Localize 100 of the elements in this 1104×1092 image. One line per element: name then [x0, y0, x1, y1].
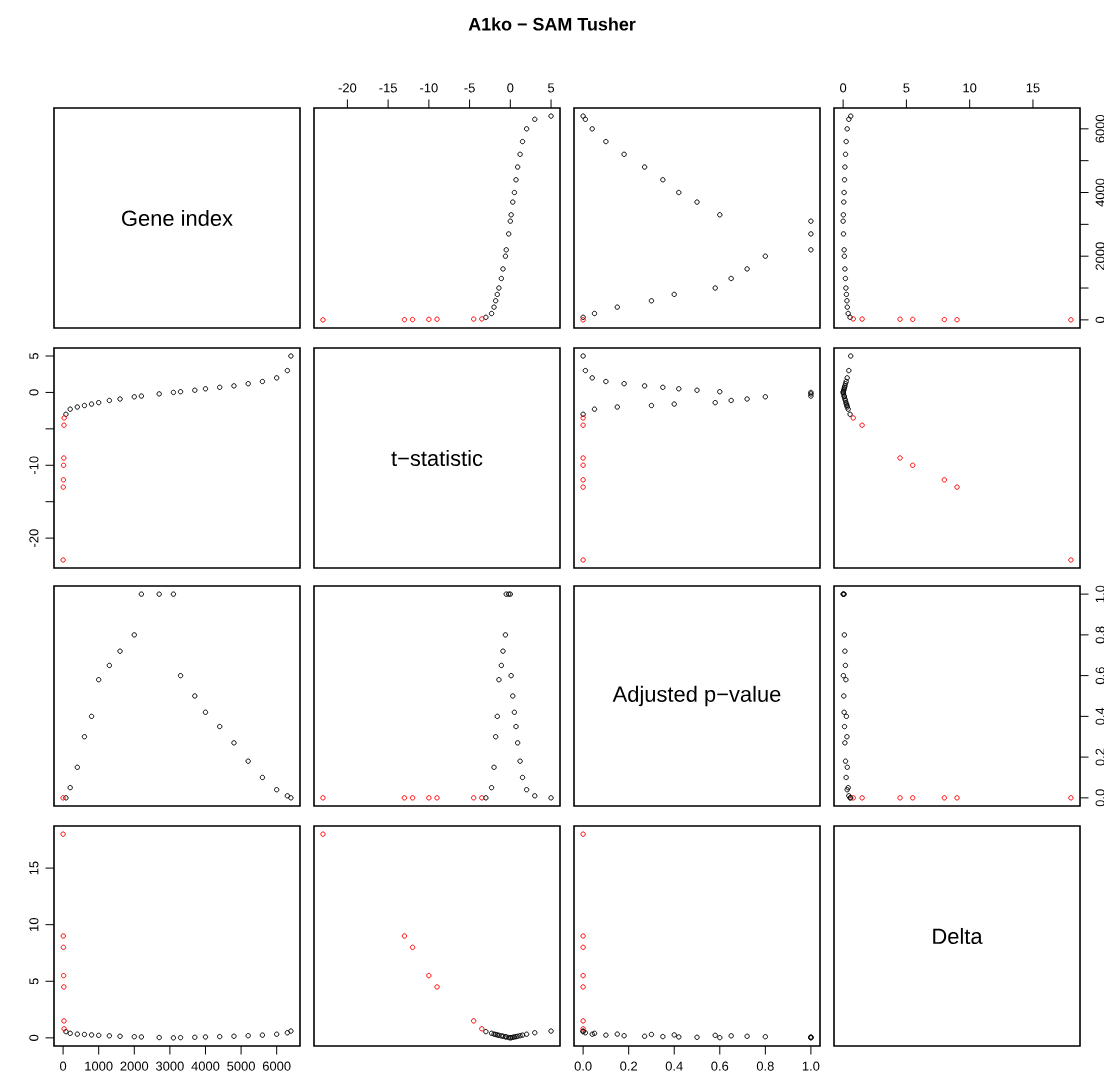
point	[841, 177, 848, 183]
point	[496, 677, 502, 683]
point	[580, 462, 586, 468]
point	[202, 386, 209, 392]
point	[841, 189, 847, 196]
point	[580, 353, 586, 359]
point	[273, 375, 280, 381]
point	[514, 164, 521, 170]
point	[61, 455, 67, 461]
point	[843, 677, 849, 683]
point	[843, 713, 850, 720]
point	[591, 1030, 598, 1037]
point	[621, 151, 627, 157]
point	[580, 1018, 586, 1024]
point	[589, 375, 595, 381]
point	[844, 304, 850, 310]
point	[511, 709, 518, 715]
point	[859, 316, 865, 322]
point	[498, 275, 505, 282]
point	[840, 672, 847, 679]
point	[231, 740, 237, 746]
text: Adjusted p−value	[612, 685, 781, 707]
point	[259, 1032, 266, 1038]
point	[603, 378, 609, 385]
point	[81, 1031, 88, 1038]
point	[192, 1034, 198, 1040]
point	[95, 399, 102, 406]
point	[492, 298, 499, 304]
point	[897, 316, 903, 322]
point	[589, 126, 595, 132]
point	[514, 740, 521, 746]
point	[510, 693, 516, 699]
point	[117, 1033, 123, 1039]
point	[712, 1032, 718, 1039]
point	[284, 793, 291, 799]
point	[744, 1033, 750, 1039]
point	[603, 138, 609, 145]
text: t−statistic	[391, 449, 483, 467]
point	[910, 795, 916, 801]
point	[117, 648, 123, 654]
point	[288, 795, 294, 801]
point	[694, 199, 700, 205]
point	[320, 831, 326, 837]
point	[517, 151, 523, 157]
point	[844, 734, 850, 740]
point	[694, 387, 700, 393]
point	[842, 662, 849, 669]
point	[954, 317, 960, 323]
point	[591, 406, 598, 412]
point	[580, 984, 586, 990]
point	[409, 316, 416, 323]
point	[910, 462, 916, 468]
point	[88, 713, 95, 720]
point	[131, 1034, 137, 1040]
point	[131, 632, 137, 638]
point	[502, 632, 509, 638]
point	[580, 831, 586, 837]
point	[762, 253, 769, 259]
point	[245, 380, 251, 387]
point	[95, 677, 102, 683]
point	[60, 933, 66, 939]
point	[712, 285, 718, 291]
point	[582, 367, 589, 374]
point	[671, 1032, 677, 1038]
point	[288, 353, 294, 359]
point	[138, 591, 145, 597]
point	[648, 402, 655, 409]
point	[513, 177, 519, 183]
point	[259, 378, 266, 385]
point	[106, 662, 113, 669]
point	[941, 795, 948, 801]
point	[519, 1032, 526, 1038]
point	[580, 422, 586, 428]
point	[496, 285, 502, 291]
point	[844, 375, 850, 381]
point	[259, 774, 266, 781]
point	[60, 972, 67, 979]
point	[580, 477, 586, 483]
point	[841, 632, 848, 638]
point	[660, 384, 666, 391]
point	[434, 795, 440, 801]
point	[591, 310, 598, 317]
point	[841, 199, 847, 205]
point	[74, 1031, 81, 1037]
point	[694, 1034, 700, 1040]
point	[245, 1033, 251, 1039]
point	[841, 709, 847, 715]
point	[842, 740, 848, 746]
point	[580, 933, 586, 939]
point	[660, 177, 666, 183]
point	[660, 1033, 666, 1040]
point	[508, 672, 514, 679]
point	[500, 266, 506, 272]
point	[61, 422, 67, 428]
point	[641, 164, 648, 170]
point	[426, 316, 432, 323]
point	[67, 784, 73, 791]
point	[840, 212, 847, 218]
point	[614, 304, 620, 310]
point	[603, 1032, 609, 1038]
